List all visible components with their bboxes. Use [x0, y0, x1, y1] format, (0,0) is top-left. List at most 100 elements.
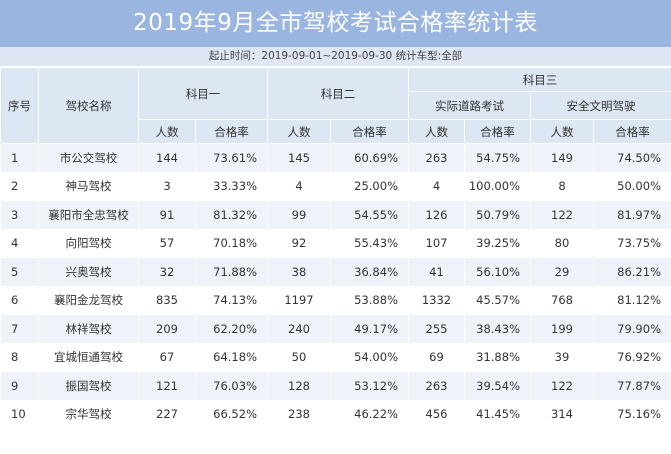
s2-rate: 53.12%: [330, 371, 409, 401]
school-name: 宜城恒通驾校: [38, 342, 139, 372]
s1-count: 209: [138, 314, 196, 344]
s2-count: 238: [267, 399, 331, 429]
row-index: 3: [0, 200, 39, 230]
safe-count: 199: [530, 314, 594, 344]
s2-count: 92: [267, 228, 331, 258]
school-name: 向阳驾校: [38, 228, 139, 258]
s1-rate: 70.18%: [195, 228, 268, 258]
header-subject3: 科目三: [408, 67, 671, 92]
header-s1-count: 人数: [138, 119, 196, 144]
s1-rate: 74.13%: [195, 285, 268, 315]
s1-rate: 62.20%: [195, 314, 268, 344]
s2-count: 145: [267, 143, 331, 173]
table-row: 7 林祥驾校 209 62.20% 240 49.17% 255 38.43% …: [0, 314, 671, 344]
header-safe-rate: 合格率: [593, 119, 671, 144]
school-name: 神马驾校: [38, 171, 139, 201]
header-index: 序号: [0, 67, 39, 144]
school-name: 兴奥驾校: [38, 257, 139, 287]
road-count: 1332: [408, 285, 465, 315]
s1-count: 91: [138, 200, 196, 230]
s2-rate: 36.84%: [330, 257, 409, 287]
school-name: 林祥驾校: [38, 314, 139, 344]
row-index: 8: [0, 342, 39, 372]
s2-rate: 54.00%: [330, 342, 409, 372]
row-index: 10: [0, 399, 39, 429]
s1-count: 57: [138, 228, 196, 258]
s2-count: 128: [267, 371, 331, 401]
s1-rate: 66.52%: [195, 399, 268, 429]
road-rate: 39.25%: [464, 228, 531, 258]
s2-rate: 55.43%: [330, 228, 409, 258]
row-index: 1: [0, 143, 39, 173]
header-subject1: 科目一: [138, 67, 268, 120]
s2-rate: 60.69%: [330, 143, 409, 173]
header-s2-count: 人数: [267, 119, 331, 144]
s1-count: 32: [138, 257, 196, 287]
school-name: 振国驾校: [38, 371, 139, 401]
safe-rate: 73.75%: [593, 228, 671, 258]
safe-rate: 77.87%: [593, 371, 671, 401]
s1-count: 67: [138, 342, 196, 372]
school-name: 襄阳金龙驾校: [38, 285, 139, 315]
road-rate: 45.57%: [464, 285, 531, 315]
s1-rate: 64.18%: [195, 342, 268, 372]
s2-count: 4: [267, 171, 331, 201]
safe-rate: 81.97%: [593, 200, 671, 230]
s2-count: 50: [267, 342, 331, 372]
safe-rate: 79.90%: [593, 314, 671, 344]
school-name: 襄阳市全忠驾校: [38, 200, 139, 230]
header-road-rate: 合格率: [464, 119, 531, 144]
road-rate: 31.88%: [464, 342, 531, 372]
s2-rate: 49.17%: [330, 314, 409, 344]
row-index: 9: [0, 371, 39, 401]
road-count: 69: [408, 342, 465, 372]
safe-count: 768: [530, 285, 594, 315]
header-subject2: 科目二: [267, 67, 409, 120]
header-s2-rate: 合格率: [330, 119, 409, 144]
safe-count: 8: [530, 171, 594, 201]
road-rate: 39.54%: [464, 371, 531, 401]
road-count: 107: [408, 228, 465, 258]
s2-count: 240: [267, 314, 331, 344]
table-row: 9 振国驾校 121 76.03% 128 53.12% 263 39.54% …: [0, 371, 671, 401]
s2-count: 38: [267, 257, 331, 287]
table-row: 4 向阳驾校 57 70.18% 92 55.43% 107 39.25% 80…: [0, 228, 671, 258]
s2-rate: 46.22%: [330, 399, 409, 429]
page-title: 2019年9月全市驾校考试合格率统计表: [0, 0, 671, 47]
safe-rate: 86.21%: [593, 257, 671, 287]
road-count: 4: [408, 171, 465, 201]
safe-count: 39: [530, 342, 594, 372]
header-s1-rate: 合格率: [195, 119, 268, 144]
table-row: 3 襄阳市全忠驾校 91 81.32% 99 54.55% 126 50.79%…: [0, 200, 671, 230]
table-row: 6 襄阳金龙驾校 835 74.13% 1197 53.88% 1332 45.…: [0, 285, 671, 315]
road-rate: 41.45%: [464, 399, 531, 429]
safe-count: 122: [530, 200, 594, 230]
school-name: 市公交驾校: [38, 143, 139, 173]
safe-count: 29: [530, 257, 594, 287]
safe-rate: 74.50%: [593, 143, 671, 173]
road-count: 41: [408, 257, 465, 287]
s1-rate: 81.32%: [195, 200, 268, 230]
s1-count: 835: [138, 285, 196, 315]
road-count: 126: [408, 200, 465, 230]
row-index: 6: [0, 285, 39, 315]
table-row: 8 宜城恒通驾校 67 64.18% 50 54.00% 69 31.88% 3…: [0, 342, 671, 372]
safe-rate: 81.12%: [593, 285, 671, 315]
school-name: 宗华驾校: [38, 399, 139, 429]
road-count: 263: [408, 143, 465, 173]
s2-rate: 53.88%: [330, 285, 409, 315]
s1-count: 121: [138, 371, 196, 401]
s1-rate: 71.88%: [195, 257, 268, 287]
date-range-subtitle: 起止时间：2019-09-01~2019-09-30 统计车型:全部: [0, 47, 671, 67]
s1-count: 144: [138, 143, 196, 173]
s1-rate: 73.61%: [195, 143, 268, 173]
s1-rate: 76.03%: [195, 371, 268, 401]
s2-rate: 54.55%: [330, 200, 409, 230]
safe-rate: 50.00%: [593, 171, 671, 201]
road-rate: 100.00%: [464, 171, 531, 201]
road-rate: 54.75%: [464, 143, 531, 173]
header-road-test: 实际道路考试: [408, 91, 531, 120]
header-safe-count: 人数: [530, 119, 594, 144]
safe-count: 122: [530, 371, 594, 401]
